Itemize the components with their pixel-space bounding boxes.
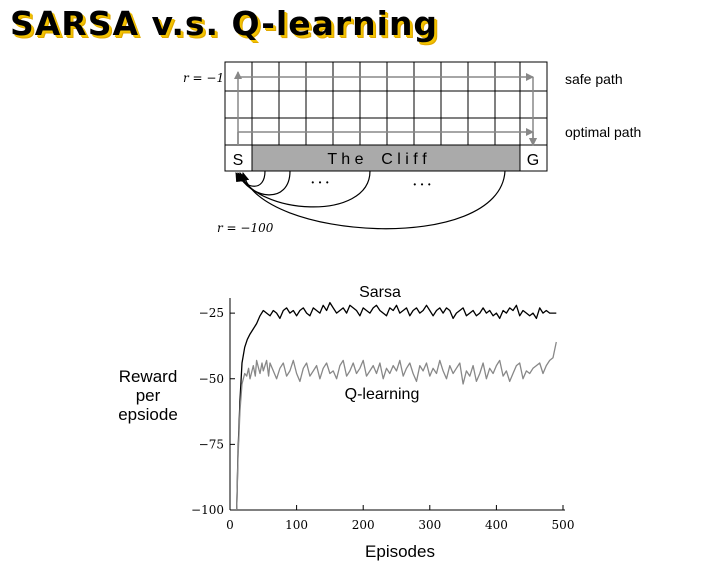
reward-cliff-label: r = −100 — [217, 221, 274, 235]
qlearning-line — [236, 341, 557, 511]
y-tick-label: −25 — [199, 306, 224, 320]
x-tick-label: 0 — [226, 518, 234, 532]
series-label-sarsa: Sarsa — [359, 284, 401, 301]
chart-series — [236, 301, 557, 511]
optimal-path-arrow — [237, 128, 537, 146]
chart-axes — [229, 298, 565, 511]
x-tick-label: 200 — [352, 518, 375, 532]
y-tick-label: −100 — [191, 503, 224, 517]
start-label: S — [233, 152, 244, 169]
cliff-label: T h e C l i f f — [327, 151, 427, 168]
x-axis-label: Episodes — [365, 542, 435, 561]
y-tick-label: −75 — [199, 437, 224, 451]
y-axis-label-line: per — [136, 386, 161, 405]
x-tick-label: 100 — [285, 518, 308, 532]
x-tick-label: 300 — [418, 518, 441, 532]
cliff-region — [251, 144, 521, 172]
series-label-qlearning: Q-learning — [345, 386, 420, 403]
cliff-return-arcs — [235, 170, 506, 230]
y-axis-label-line: Reward — [119, 367, 178, 386]
goal-label: G — [527, 152, 539, 169]
y-axis-label-line: epsiode — [118, 405, 178, 424]
chart-ticks: 0 100 200 300 400 500 −25 −50 −75 −100 — [191, 306, 574, 532]
y-axis-label: Reward per epsiode — [118, 367, 178, 424]
x-tick-label: 400 — [485, 518, 508, 532]
x-tick-label: 500 — [552, 518, 575, 532]
safe-path-label: safe path — [565, 71, 623, 87]
optimal-path-label: optimal path — [565, 124, 641, 140]
grid-cells — [224, 61, 548, 172]
sarsa-line — [236, 301, 557, 511]
y-tick-label: −50 — [199, 372, 224, 386]
reward-step-label: r = −1 — [183, 71, 224, 85]
ellipsis-right: • • • — [413, 180, 430, 189]
slide-title: SARSA v.s. Q-learning — [10, 4, 439, 43]
ellipsis-left: • • • — [311, 178, 328, 187]
